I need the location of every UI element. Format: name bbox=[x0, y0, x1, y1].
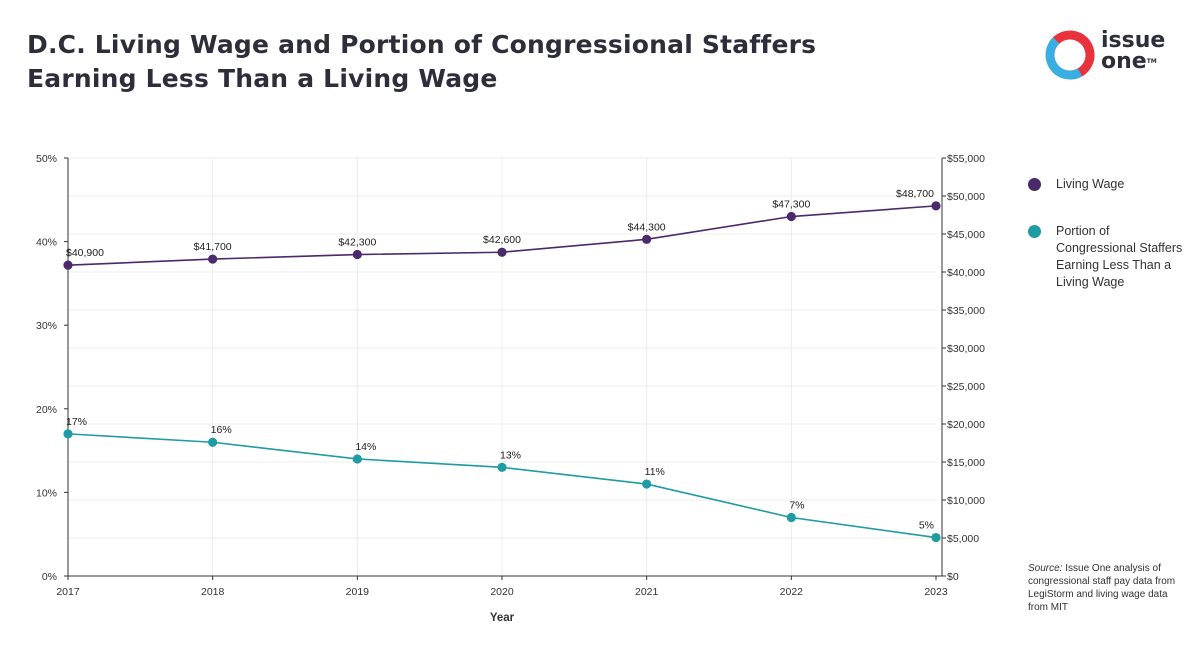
right-axis-tick-label: $20,000 bbox=[947, 419, 985, 431]
source-label: Source: bbox=[1028, 563, 1063, 574]
legend-item-staffers: Portion of Congressional Staffers Earnin… bbox=[1028, 223, 1188, 291]
x-axis-tick-label: 2019 bbox=[346, 586, 370, 598]
data-label-1: 13% bbox=[500, 449, 521, 461]
right-axis-tick-label: $35,000 bbox=[947, 305, 985, 317]
data-point-1 bbox=[352, 454, 362, 464]
x-axis-tick-label: 2018 bbox=[201, 586, 225, 598]
legend-label-staffers: Portion of Congressional Staffers Earnin… bbox=[1056, 224, 1183, 289]
right-axis-tick-label: $55,000 bbox=[947, 153, 985, 165]
data-label-1: 17% bbox=[66, 416, 87, 428]
chart-title: D.C. Living Wage and Portion of Congress… bbox=[27, 28, 927, 96]
left-axis-tick-label: 30% bbox=[36, 320, 57, 332]
issue-one-logo: issue oneTM bbox=[1043, 28, 1183, 84]
data-point-1 bbox=[642, 479, 652, 489]
x-axis-tick-label: 2020 bbox=[490, 586, 514, 598]
left-axis-tick-label: 20% bbox=[36, 404, 57, 416]
data-point-0 bbox=[642, 234, 652, 244]
data-label-0: $44,300 bbox=[628, 221, 666, 233]
data-point-0 bbox=[497, 247, 507, 257]
source-note: Source: Issue One analysis of congressio… bbox=[1028, 562, 1178, 614]
right-axis-tick-label: $5,000 bbox=[947, 533, 979, 545]
data-point-1 bbox=[208, 437, 218, 447]
left-axis-tick-label: 40% bbox=[36, 237, 57, 249]
logo-wordmark: issue oneTM bbox=[1101, 28, 1166, 74]
data-label-0: $48,700 bbox=[896, 188, 934, 200]
data-point-0 bbox=[352, 249, 362, 260]
legend-label-living-wage: Living Wage bbox=[1056, 177, 1125, 191]
legend: Living Wage Portion of Congressional Sta… bbox=[1028, 176, 1188, 291]
right-axis-tick-label: $25,000 bbox=[947, 381, 985, 393]
legend-marker-staffers bbox=[1028, 225, 1041, 238]
data-point-0 bbox=[63, 260, 73, 270]
data-point-0 bbox=[208, 254, 218, 264]
right-axis-tick-label: $0 bbox=[947, 571, 959, 583]
left-axis-tick-label: 10% bbox=[36, 487, 57, 499]
data-point-1 bbox=[497, 462, 507, 472]
data-label-0: $47,300 bbox=[772, 199, 810, 211]
left-axis-tick-label: 0% bbox=[42, 571, 57, 583]
x-axis-tick-label: 2023 bbox=[924, 586, 948, 598]
right-axis-tick-label: $45,000 bbox=[947, 229, 985, 241]
data-label-1: 16% bbox=[211, 424, 232, 436]
data-point-1 bbox=[931, 532, 941, 543]
legend-item-living-wage: Living Wage bbox=[1028, 176, 1188, 193]
logo-word-1: issue bbox=[1101, 28, 1166, 53]
data-label-0: $41,700 bbox=[194, 241, 232, 253]
right-axis-tick-label: $40,000 bbox=[947, 267, 985, 279]
source-text: Issue One analysis of congressional staf… bbox=[1028, 563, 1176, 613]
x-axis-tick-label: 2017 bbox=[56, 586, 80, 598]
x-axis-tick-label: 2022 bbox=[780, 586, 804, 598]
data-point-1 bbox=[63, 429, 73, 439]
data-label-0: $42,600 bbox=[483, 234, 521, 246]
data-label-0: $40,900 bbox=[66, 247, 104, 259]
data-label-1: 7% bbox=[789, 499, 804, 511]
data-point-0 bbox=[786, 211, 796, 222]
logo-trademark: TM bbox=[1146, 58, 1157, 65]
data-point-0 bbox=[931, 201, 941, 211]
x-axis-label: Year bbox=[490, 612, 515, 624]
logo-word-2: one bbox=[1101, 49, 1147, 74]
right-axis-tick-label: $30,000 bbox=[947, 343, 985, 355]
title-line-1: D.C. Living Wage and Portion of Congress… bbox=[27, 30, 817, 59]
logo-ring-icon bbox=[1045, 30, 1095, 80]
left-axis-tick-label: 50% bbox=[36, 153, 57, 165]
x-axis-tick-label: 2021 bbox=[635, 586, 659, 598]
data-label-1: 11% bbox=[645, 466, 665, 478]
legend-marker-living-wage bbox=[1028, 178, 1041, 191]
right-axis-tick-label: $15,000 bbox=[947, 457, 985, 469]
title-line-2: Earning Less Than a Living Wage bbox=[27, 64, 498, 93]
right-axis-tick-label: $50,000 bbox=[947, 191, 985, 203]
data-label-1: 14% bbox=[355, 441, 376, 453]
data-label-0: $42,300 bbox=[338, 237, 376, 249]
data-point-1 bbox=[786, 512, 796, 523]
data-label-1: 5% bbox=[919, 520, 934, 532]
right-axis-tick-label: $10,000 bbox=[947, 495, 985, 507]
